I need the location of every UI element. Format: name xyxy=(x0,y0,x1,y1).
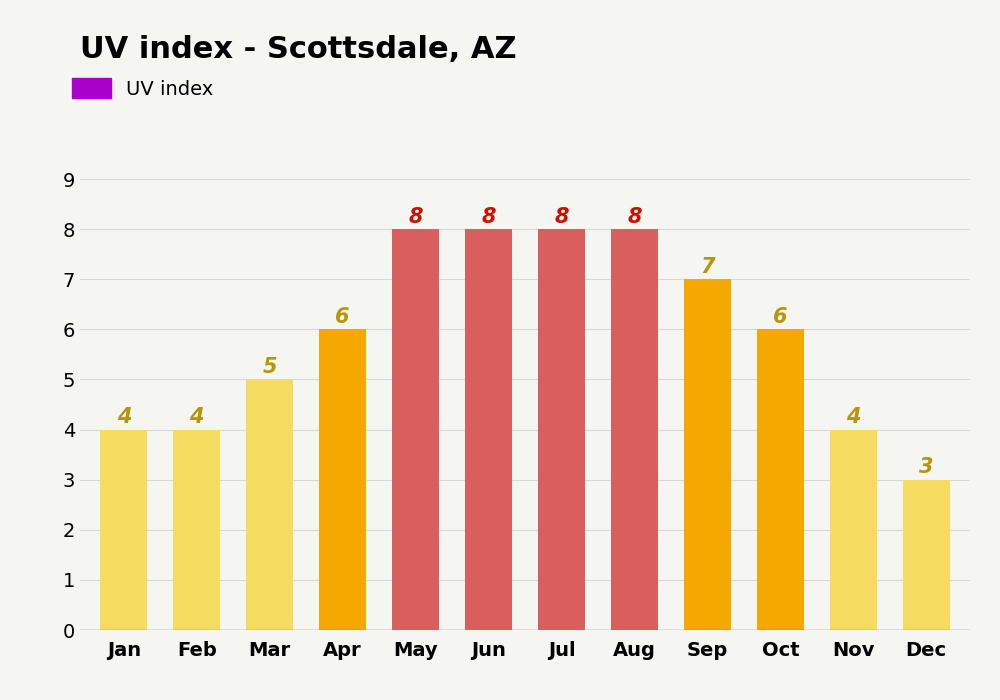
Bar xyxy=(903,480,950,630)
Text: 4: 4 xyxy=(189,407,204,427)
Bar xyxy=(173,430,220,630)
Text: 8: 8 xyxy=(554,206,569,227)
Bar xyxy=(392,229,439,630)
Bar xyxy=(465,229,512,630)
Bar xyxy=(100,430,147,630)
Bar xyxy=(757,330,804,630)
Text: 6: 6 xyxy=(773,307,788,327)
Bar xyxy=(319,330,366,630)
Bar xyxy=(830,430,877,630)
Text: 8: 8 xyxy=(627,206,642,227)
Bar xyxy=(611,229,658,630)
Text: UV index - Scottsdale, AZ: UV index - Scottsdale, AZ xyxy=(80,35,517,64)
Text: 6: 6 xyxy=(335,307,350,327)
Text: 8: 8 xyxy=(481,206,496,227)
Text: 3: 3 xyxy=(919,457,933,477)
Bar xyxy=(684,279,731,630)
Text: 4: 4 xyxy=(117,407,131,427)
Bar xyxy=(246,379,293,630)
Text: 4: 4 xyxy=(846,407,861,427)
Text: 7: 7 xyxy=(700,257,715,276)
Text: 8: 8 xyxy=(408,206,423,227)
Bar xyxy=(538,229,585,630)
Text: 5: 5 xyxy=(262,357,277,377)
Legend: UV index: UV index xyxy=(72,78,214,99)
